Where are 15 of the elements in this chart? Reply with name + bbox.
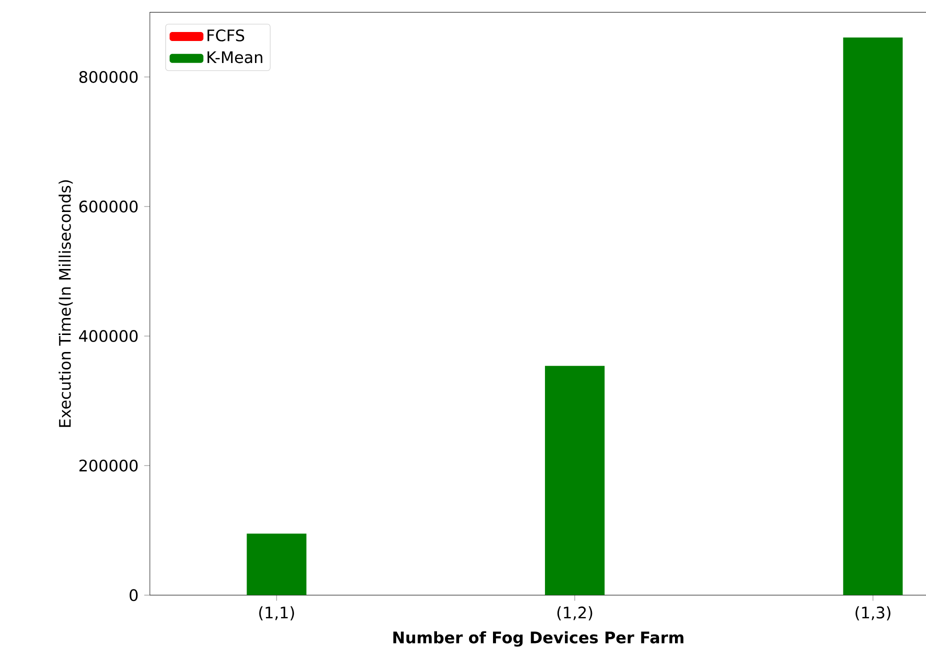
x-axis-title: Number of Fog Devices Per Farm [393, 631, 684, 647]
y-tick-label: 800000 [79, 71, 138, 84]
y-tick-label: 600000 [79, 200, 138, 213]
legend-label: FCFS [208, 30, 244, 42]
x-tick-label: (1,1) [259, 606, 294, 621]
x-tick-label: (1,2) [557, 606, 592, 621]
y-tick-label: 200000 [79, 460, 138, 472]
y-tick-label: 400000 [79, 330, 138, 342]
bar [246, 534, 306, 596]
y-tick-label: 0 [130, 589, 138, 602]
y-axis-title: Execution Time(In Milliseconds) [58, 180, 73, 427]
x-tick-label: (1,3) [856, 606, 890, 621]
bar [843, 38, 903, 596]
bar [544, 366, 605, 596]
legend-label: K-Mean [208, 52, 262, 64]
